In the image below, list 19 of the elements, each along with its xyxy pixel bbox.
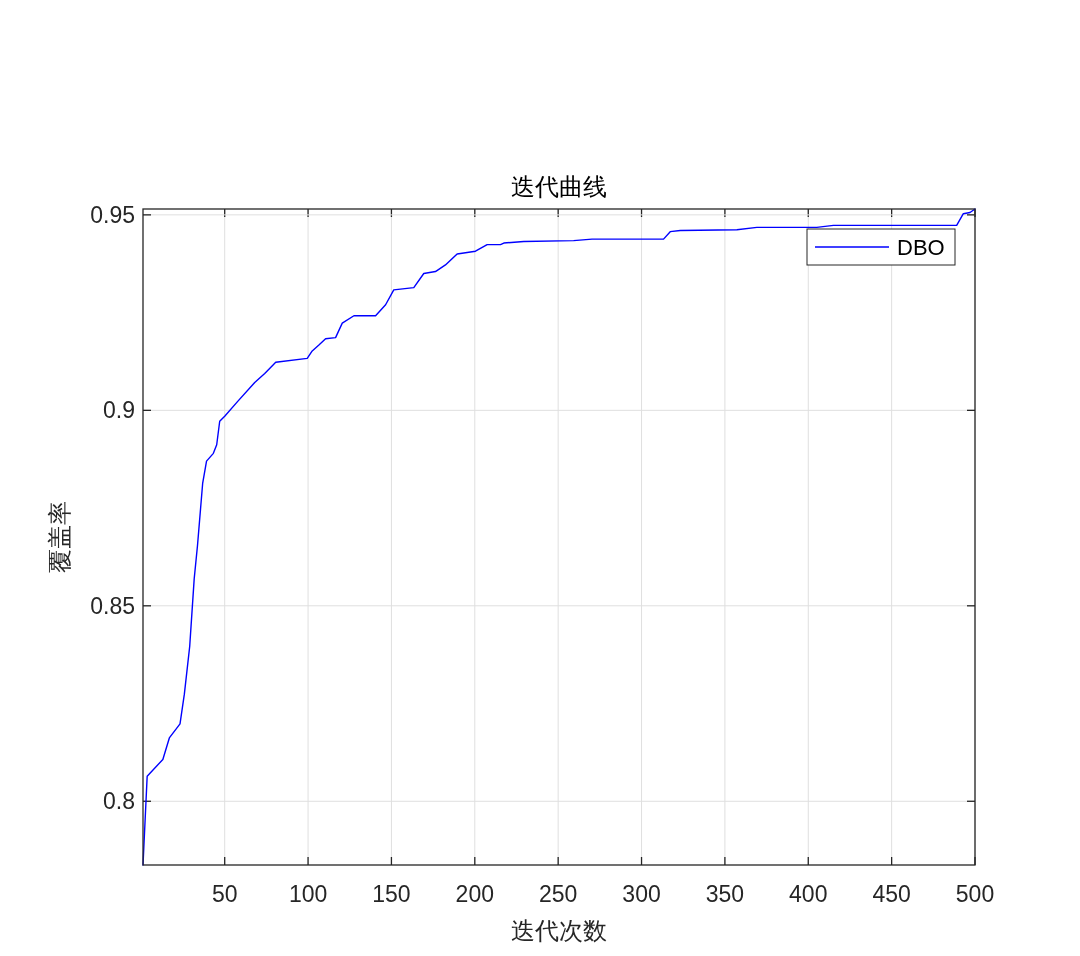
xtick: 200: [455, 881, 494, 907]
ytick: 0.95: [90, 201, 135, 228]
xtick: 50: [211, 881, 238, 907]
title: 迭代曲线: [511, 173, 607, 201]
ytick: 0.8: [103, 788, 135, 815]
xtick: 350: [705, 881, 745, 907]
ytick: 0.85: [90, 592, 135, 619]
xtick: 100: [288, 881, 328, 907]
xtick: 400: [789, 881, 828, 907]
ytick: 0.9: [103, 397, 135, 424]
ylabel: 覆盖率: [46, 501, 74, 573]
xtick: 150: [372, 881, 411, 907]
legend: DBO: [806, 228, 956, 266]
xtick: 300: [622, 881, 661, 907]
xtick: 450: [872, 881, 911, 907]
xtick: 250: [539, 881, 578, 907]
xtick: 500: [955, 881, 995, 907]
xlabel: 迭代次数: [511, 917, 607, 945]
legend-label: DBO: [897, 235, 945, 260]
